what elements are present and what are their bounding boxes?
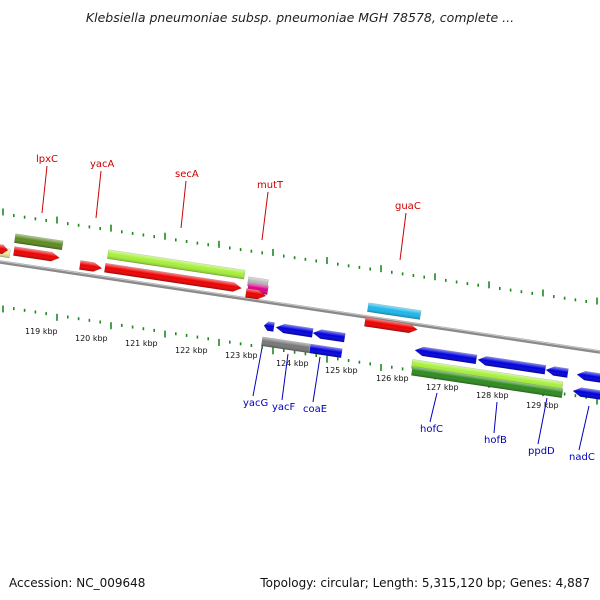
gene-guac-cyan-shine <box>367 302 422 320</box>
gene-hofb <box>477 356 547 375</box>
genome-backbone-highlight <box>0 260 600 352</box>
gene-nadc-2 <box>572 387 600 402</box>
gene-label-yacG: yacG <box>243 398 268 409</box>
outer-ruler <box>2 208 598 305</box>
leader-yacG <box>252 347 263 397</box>
gene-seca-red-shine <box>104 263 242 292</box>
gene-nadc-2-shine <box>573 387 600 401</box>
topology-text: Topology: circular; Length: 5,315,120 bp… <box>260 576 590 590</box>
kbp-label: 125 kbp <box>325 366 358 375</box>
leader-lpxC <box>41 165 48 214</box>
gene-coae <box>309 343 343 358</box>
gene-yacf <box>275 323 314 338</box>
gene-label-coaE: coaE <box>303 404 327 415</box>
gene-ppdd <box>545 366 569 378</box>
gene-coae-shine <box>309 344 343 358</box>
leader-yacA <box>95 170 102 219</box>
gene-features <box>0 233 600 402</box>
gene-gray-shine <box>261 336 311 353</box>
gene-label-secA: secA <box>175 169 199 180</box>
gene-coae-top-shine <box>313 329 346 343</box>
gene-coae-top <box>312 329 346 343</box>
gene-yacg <box>263 321 275 332</box>
label-leader-lines <box>41 165 590 451</box>
genome-backbone <box>0 260 600 354</box>
kbp-label: 127 kbp <box>426 383 459 392</box>
gene-green-long <box>411 366 564 399</box>
gene-hofb-shine <box>478 356 546 375</box>
gene-seca-lime-shine <box>107 249 246 280</box>
gene-seca-red <box>104 263 242 292</box>
leader-guaC <box>399 212 407 261</box>
kbp-label: 128 kbp <box>476 391 509 400</box>
gene-yacf-shine <box>276 324 314 338</box>
gene-yaca-shine <box>79 260 102 272</box>
gene-hofc <box>414 346 478 365</box>
kbp-tick-labels: 119 kbp 120 kbp 121 kbp 122 kbp 123 kbp 124 k… <box>25 327 559 410</box>
gene-yaca <box>79 260 103 272</box>
leader-mutT <box>261 191 269 241</box>
leader-coaE <box>312 356 321 403</box>
kbp-label: 126 kbp <box>376 374 409 383</box>
gene-yacg-shine <box>264 321 275 332</box>
leader-yacF <box>281 353 289 401</box>
kbp-label: 122 kbp <box>175 346 208 355</box>
gene-green-long-shine <box>411 366 563 398</box>
gene-nadc-shine <box>577 371 600 384</box>
gene-label-lpxC: lpxC <box>36 154 58 165</box>
kbp-label: 120 kbp <box>75 334 108 343</box>
gene-ppdd-shine <box>546 366 569 378</box>
gene-mutt <box>245 288 267 300</box>
accession-text: Accession: NC_009648 <box>9 576 146 590</box>
leader-nadC <box>578 405 590 451</box>
gene-guac-red <box>364 317 418 334</box>
gene-label-ppdD: ppdD <box>528 446 555 457</box>
gene-seca-lime <box>107 249 246 280</box>
gene-label-yacA: yacA <box>90 159 115 170</box>
gene-lpxc-shine <box>14 233 64 250</box>
gene-label-nadC: nadC <box>569 452 595 463</box>
kbp-label: 121 kbp <box>125 339 158 348</box>
kbp-label: 119 kbp <box>25 327 58 336</box>
gene-label-mutT: mutT <box>257 180 284 191</box>
kbp-label: 124 kbp <box>276 359 309 368</box>
leader-secA <box>180 180 187 229</box>
gene-lime-long-shine <box>411 359 563 391</box>
gene-mutt-shine <box>245 288 266 300</box>
gene-lpxc <box>14 233 64 251</box>
gene-hofc-shine <box>415 346 477 364</box>
kbp-label: 129 kbp <box>526 401 559 410</box>
gene-label-guaC: guaC <box>395 201 421 212</box>
gene-labels: lpxC yacA secA mutT guaC yacG yacF coaE hofC hofB… <box>36 154 595 463</box>
gene-label-hofC: hofC <box>420 424 443 435</box>
gene-label-hofB: hofB <box>484 435 507 446</box>
gene-label-yacF: yacF <box>272 402 296 413</box>
gene-guac-red-shine <box>364 317 418 333</box>
gene-red-a <box>0 243 9 255</box>
gene-gray <box>261 336 311 354</box>
gene-nadc <box>576 371 600 385</box>
gene-guac-cyan <box>367 302 422 320</box>
kbp-label: 123 kbp <box>225 351 258 360</box>
gene-red-b-shine <box>13 246 60 262</box>
gene-red-a-shine <box>0 243 8 254</box>
map-title: Klebsiella pneumoniae subsp. pneumoniae … <box>85 10 515 25</box>
leader-hofC <box>429 392 438 423</box>
leader-hofB <box>493 401 498 434</box>
gene-red-b <box>13 246 60 262</box>
leader-ppdD <box>537 397 548 445</box>
